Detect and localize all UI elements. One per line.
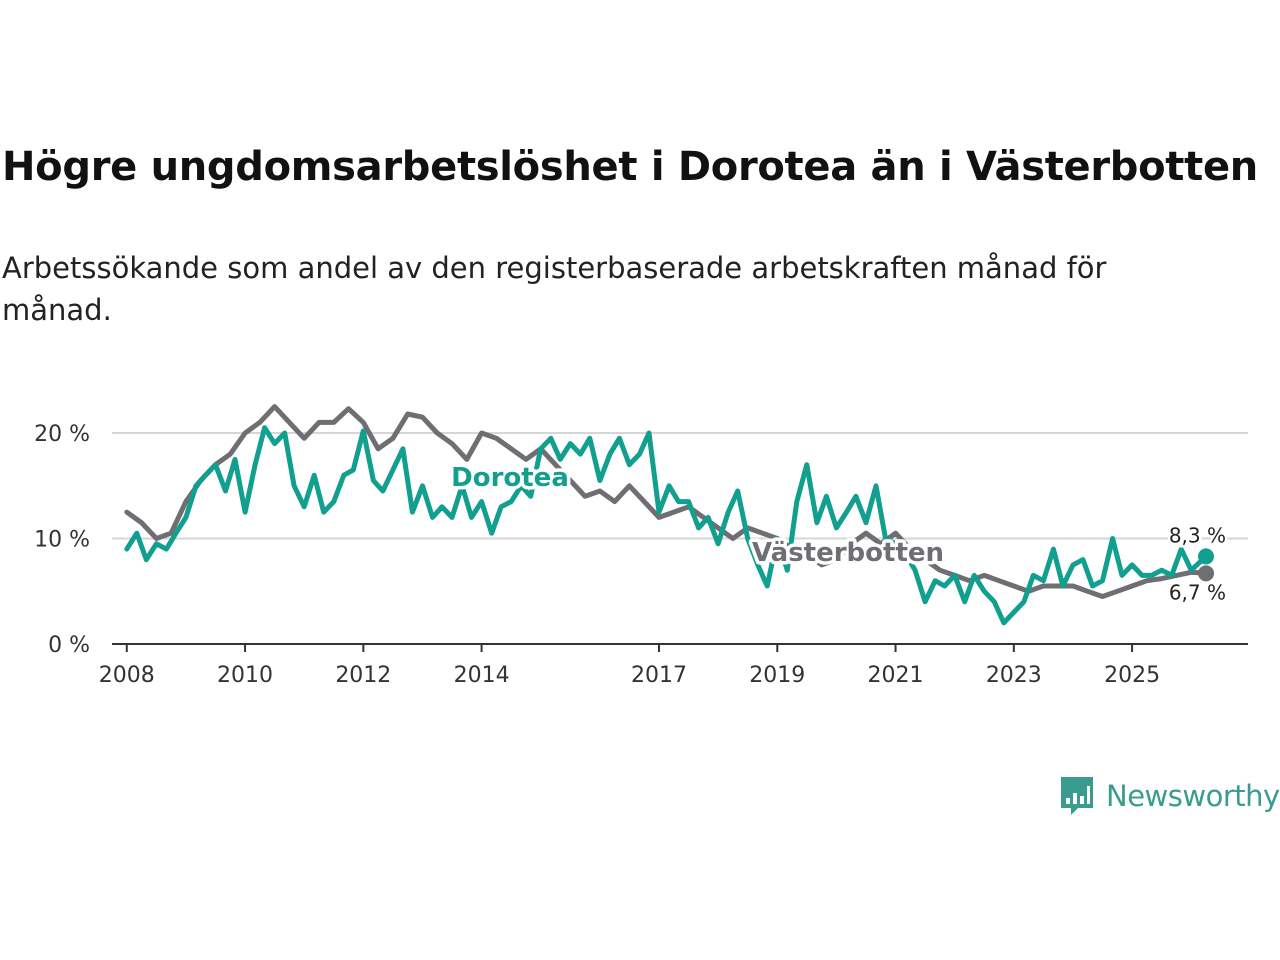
y-tick-label: 20 % — [34, 422, 90, 447]
chart-title: Högre ungdomsarbetslöshet i Dorotea än i… — [2, 144, 1258, 190]
x-axis-ticks: 2008 2010 2012 2014 2017 2019 2021 2023 2025 — [99, 644, 1160, 688]
brand-name: Newsworthy — [1106, 779, 1280, 813]
series-labels: Västerbotten Dorotea 8,3 % 6,7 % — [448, 460, 1229, 607]
series-lines — [124, 404, 1215, 626]
chart-subtitle: Arbetssökande som andel av den registerb… — [2, 251, 1107, 327]
x-tick-label: 2025 — [1104, 663, 1160, 688]
series-label-dorotea: Dorotea — [451, 463, 569, 493]
end-point-vasterbotten — [1198, 565, 1215, 582]
chart-bubble-icon — [1061, 777, 1093, 815]
end-value-dorotea: 8,3 % — [1169, 523, 1226, 547]
y-tick-label: 0 % — [48, 633, 90, 658]
series-line-vasterbotten — [124, 404, 1209, 599]
grid-lines — [112, 432, 1248, 540]
series-line-dorotea — [124, 425, 1209, 626]
y-tick-label: 10 % — [34, 528, 90, 553]
x-tick-label: 2014 — [454, 663, 510, 688]
x-tick-label: 2019 — [749, 663, 805, 688]
x-tick-label: 2008 — [99, 663, 155, 688]
x-tick-label: 2010 — [217, 663, 273, 688]
x-tick-label: 2017 — [631, 663, 687, 688]
x-tick-label: 2023 — [986, 663, 1042, 688]
x-tick-label: 2021 — [868, 663, 924, 688]
end-point-dorotea — [1198, 548, 1215, 565]
series-label-vasterbotten: Västerbotten — [752, 538, 944, 568]
x-tick-label: 2012 — [335, 663, 391, 688]
y-axis-ticks: 0 % 10 % 20 % — [34, 422, 90, 658]
end-value-vasterbotten: 6,7 % — [1169, 580, 1226, 604]
brand-logo: Newsworthy — [1058, 774, 1280, 818]
line-chart: 0 % 10 % 20 % 2008 2010 2012 2014 2017 2019 2021… — [34, 404, 1248, 688]
